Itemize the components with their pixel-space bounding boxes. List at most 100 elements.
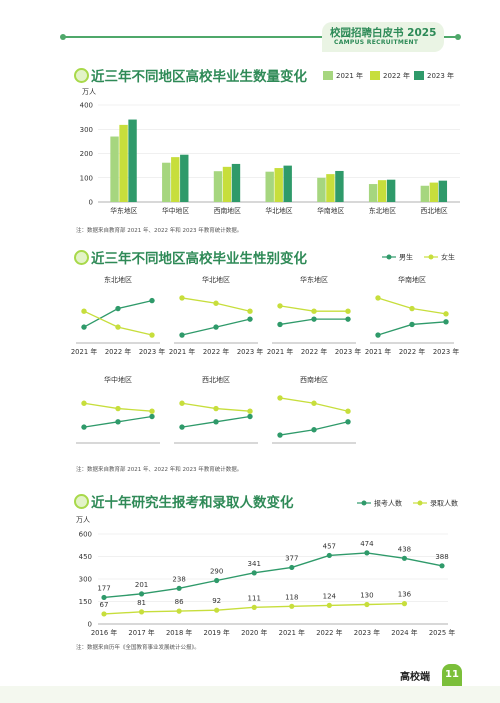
legend-male-marker (386, 254, 392, 260)
legend-2022-swatch (370, 71, 380, 80)
y-tick-label: 600 (79, 531, 92, 539)
line-chart-postgrad: 万人 0 150 300 450 600 2016 年 2017 年 2018 年 2019 年 2… (76, 516, 455, 637)
data-label: 124 (323, 592, 337, 600)
point-male (375, 332, 381, 338)
y-tick-label: 400 (80, 102, 93, 110)
point-female (179, 400, 185, 406)
bar (231, 163, 241, 202)
gender-small-multiples: 东北地区 2021 年 2022 年 2023 年 华北地区 2021 年 2022 年 20… (71, 275, 459, 444)
data-point (138, 609, 145, 615)
data-point (364, 550, 370, 556)
point-male (149, 413, 155, 420)
y-tick-label: 150 (79, 598, 92, 606)
data-label: 67 (100, 601, 109, 609)
y-tick-label: 200 (80, 150, 93, 158)
data-label: 118 (285, 593, 298, 601)
data-point (401, 601, 408, 607)
legend-admit-label: 录取人数 (430, 499, 458, 508)
data-label: 474 (360, 540, 374, 548)
x-tick-label: 2022 年 (105, 347, 131, 356)
point-female (81, 308, 87, 314)
data-point (214, 607, 220, 613)
footer-bar (0, 686, 500, 703)
bar-chart-graduates-by-region: 万人 0 100 200 300 400 华东地区 华中地区 西南地区 华北地区 华南地区 东北地区 西… (80, 88, 460, 215)
x-tick-label: 2023 年 (237, 347, 263, 356)
section-1-note: 注：数据来自教育部 2021 年、2022 年和 2023 年教育统计数据。 (76, 228, 243, 234)
bar (368, 184, 378, 202)
panel-title: 华中地区 (104, 375, 132, 384)
x-tick-label: 华北地区 (265, 206, 292, 215)
data-point (401, 555, 408, 561)
data-label: 438 (398, 545, 411, 553)
x-tick-label: 2023 年 (335, 347, 361, 356)
bar (283, 165, 292, 202)
legend-2021-swatch (323, 71, 333, 80)
x-tick-label: 2022 年 (316, 628, 342, 637)
postgrad-legend: 报考人数 录取人数 (357, 499, 458, 508)
x-tick-label: 西南地区 (214, 206, 241, 215)
section-2-note: 注：数据来自教育部 2021 年、2022 年和 2023 年教育统计数据。 (76, 467, 243, 473)
data-point (289, 564, 295, 571)
y-tick-label: 0 (88, 621, 92, 629)
point-male (179, 332, 185, 338)
x-tick-label: 2023 年 (354, 628, 380, 637)
x-tick-label: 2021 年 (169, 347, 195, 356)
point-male (213, 324, 219, 330)
x-tick-label: 2024 年 (391, 628, 417, 637)
bar (119, 124, 128, 202)
x-tick-label: 2020 年 (241, 628, 267, 637)
point-female (213, 405, 219, 412)
x-tick-label: 华东地区 (110, 206, 137, 215)
data-label: 457 (323, 542, 336, 550)
y-tick-label: 0 (89, 199, 93, 207)
bar (377, 180, 387, 202)
header-dot-right (455, 34, 461, 40)
point-female (311, 308, 317, 314)
point-female (277, 303, 283, 309)
point-female (443, 311, 449, 317)
point-male (81, 324, 87, 330)
gender-legend: 男生 女生 (382, 253, 455, 262)
section-2-icon (74, 250, 89, 265)
bar (335, 170, 344, 202)
data-label: 111 (248, 594, 261, 602)
x-tick-label: 2023 年 (139, 347, 165, 356)
bar (386, 179, 396, 202)
point-male (247, 316, 253, 322)
panel-title: 华东地区 (300, 275, 328, 284)
section-3-note: 注：数据来自历年《全国教育事业发展统计公报》。 (76, 645, 200, 651)
data-point (138, 591, 145, 597)
bar (429, 182, 439, 202)
panel-title: 华南地区 (398, 275, 426, 284)
series-line (103, 552, 443, 599)
point-male (345, 419, 351, 425)
x-tick-label: 西北地区 (421, 206, 448, 215)
bar (326, 174, 335, 202)
data-label: 136 (398, 591, 412, 599)
legend-female-label: 女生 (441, 253, 455, 262)
point-female (115, 405, 121, 412)
point-female (409, 305, 415, 312)
data-point (364, 601, 370, 608)
bar (213, 171, 223, 202)
page-number: 11 (442, 664, 462, 686)
section-1-icon (74, 68, 89, 83)
x-tick-label: 东北地区 (369, 206, 396, 215)
y-tick-label: 100 (80, 174, 93, 182)
point-male (115, 419, 121, 425)
data-point (101, 594, 107, 601)
data-point (251, 570, 257, 576)
bar (317, 177, 326, 202)
bar (171, 157, 180, 202)
data-label: 377 (285, 554, 298, 562)
point-male (443, 319, 449, 325)
point-female (149, 332, 155, 338)
data-point (101, 611, 107, 617)
point-female (345, 308, 351, 314)
point-male (213, 419, 219, 425)
legend-apply-label: 报考人数 (374, 499, 402, 508)
y-tick-label: 300 (79, 576, 92, 584)
point-female (81, 400, 87, 406)
point-male (179, 424, 185, 430)
data-label: 130 (360, 592, 373, 600)
